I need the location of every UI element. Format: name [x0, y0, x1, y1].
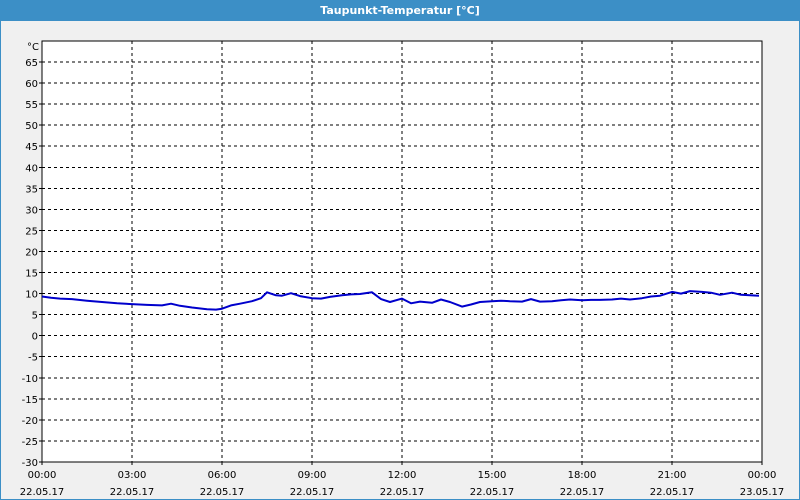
- x-tick-date-label: 22.05.17: [560, 487, 605, 498]
- x-tick-time-label: 18:00: [568, 470, 597, 481]
- y-tick-label: 50: [25, 121, 38, 132]
- y-axis-unit: °C: [27, 42, 39, 53]
- y-tick-label: 10: [25, 290, 38, 301]
- y-tick-label: -5: [28, 353, 38, 364]
- x-tick-date-label: 22.05.17: [470, 487, 515, 498]
- series-line-dewpoint: [41, 290, 760, 311]
- x-tick-date-label: 22.05.17: [290, 487, 335, 498]
- x-tick-time-label: 03:00: [118, 470, 147, 481]
- y-tick-label: 15: [25, 269, 38, 280]
- x-tick-time-label: 00:00: [748, 470, 777, 481]
- x-tick-time-label: 06:00: [208, 470, 237, 481]
- x-tick-date-label: 22.05.17: [200, 487, 245, 498]
- y-tick-label: -20: [22, 416, 38, 427]
- x-tick-time-label: 09:00: [298, 470, 327, 481]
- y-tick-label: 45: [25, 142, 38, 153]
- y-tick-label: -10: [22, 374, 38, 385]
- x-tick-time-label: 21:00: [658, 470, 687, 481]
- y-tick-label: -15: [22, 395, 38, 406]
- y-tick-label: 65: [25, 58, 38, 69]
- y-tick-label: 60: [25, 79, 38, 90]
- x-tick-date-label: 23.05.17: [740, 487, 785, 498]
- chart-area: -30 -25 -20 -15 -10 -5 0 5 10 15 20 25 30 35 40 45 50 55 6…: [20, 40, 785, 498]
- x-tick-date-label: 22.05.17: [650, 487, 695, 498]
- y-tick-label: 55: [25, 100, 38, 111]
- window-title: Taupunkt-Temperatur [°C]: [1, 1, 799, 21]
- x-tick-date-label: 22.05.17: [380, 487, 425, 498]
- y-tick-label: 20: [25, 247, 38, 258]
- y-tick-label: 40: [25, 163, 38, 174]
- x-tick-time-label: 00:00: [28, 470, 57, 481]
- plot-border: [41, 40, 763, 463]
- y-tick-label: -30: [22, 458, 38, 469]
- x-tick-date-label: 22.05.17: [110, 487, 155, 498]
- y-tick-label: 5: [32, 311, 38, 322]
- y-tick-label: 30: [25, 205, 38, 216]
- y-tick-label: 0: [32, 332, 38, 343]
- x-tick-date-label: 22.05.17: [20, 487, 65, 498]
- y-tick-label: -25: [22, 437, 38, 448]
- y-tick-label: 35: [25, 184, 38, 195]
- x-tick-time-label: 12:00: [388, 470, 417, 481]
- y-tick-label: 25: [25, 226, 38, 237]
- x-tick-time-label: 15:00: [478, 470, 507, 481]
